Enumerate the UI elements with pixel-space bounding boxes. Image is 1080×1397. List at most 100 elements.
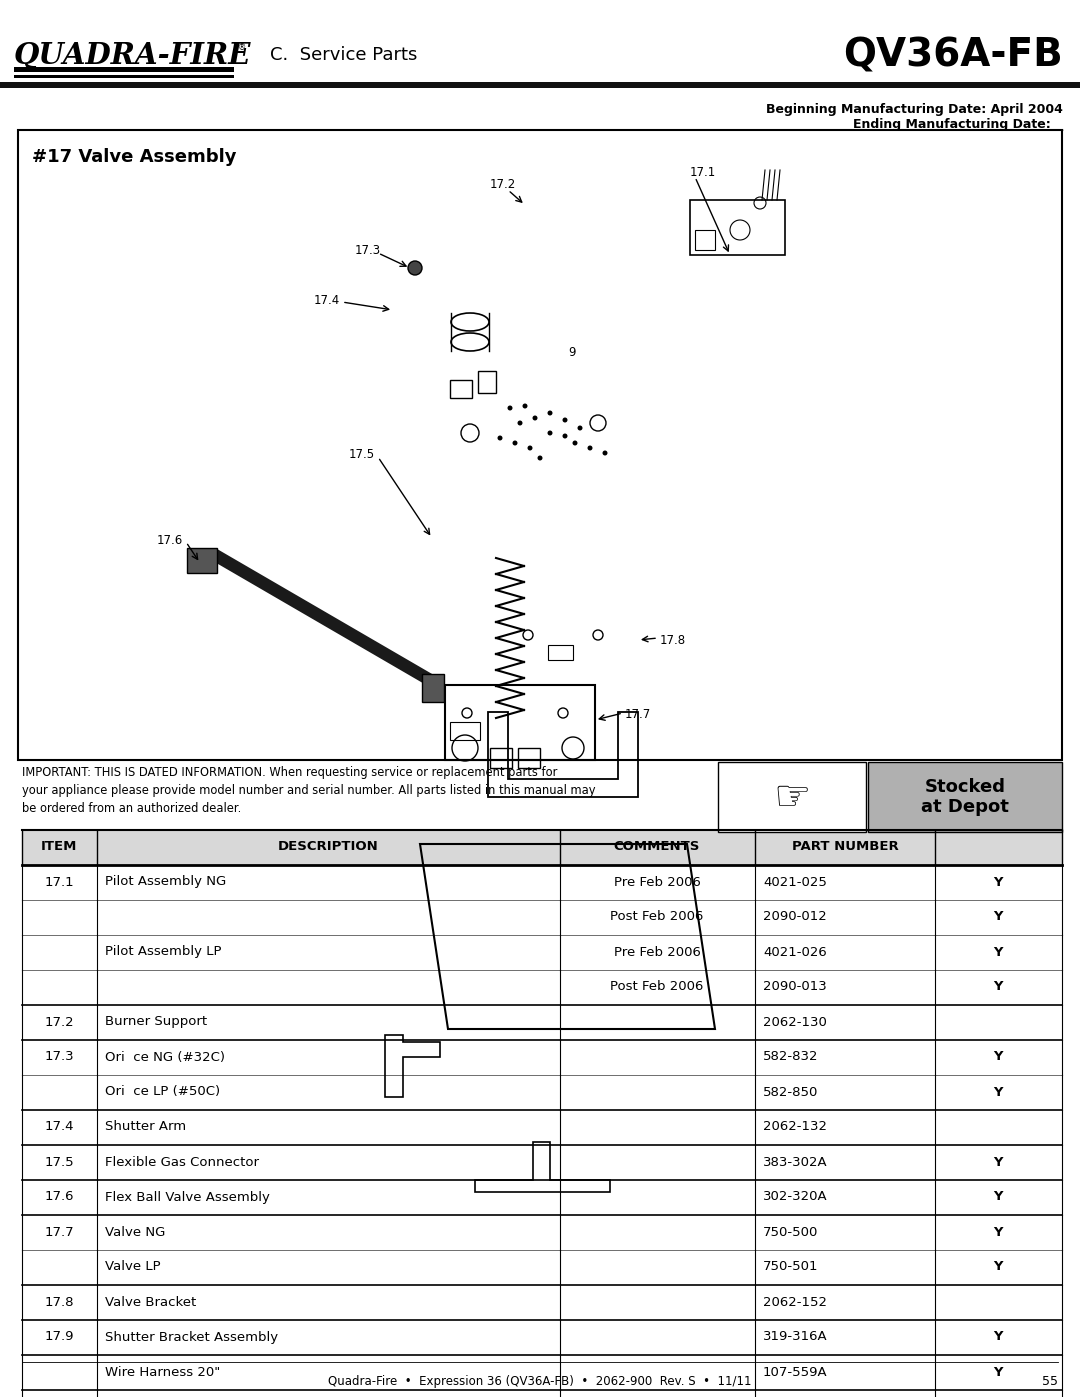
Text: 17.5: 17.5 bbox=[349, 448, 375, 461]
Text: 107-559A: 107-559A bbox=[762, 1365, 827, 1379]
Text: 4021-025: 4021-025 bbox=[762, 876, 827, 888]
Text: Pre Feb 2006: Pre Feb 2006 bbox=[613, 946, 701, 958]
Text: 17.9: 17.9 bbox=[44, 1330, 73, 1344]
Circle shape bbox=[517, 420, 523, 426]
Text: 9: 9 bbox=[568, 345, 576, 359]
Text: Y: Y bbox=[994, 1085, 1002, 1098]
Circle shape bbox=[563, 418, 567, 422]
Text: QUADRA-FIRE: QUADRA-FIRE bbox=[14, 41, 252, 70]
Circle shape bbox=[603, 450, 607, 455]
Text: Y: Y bbox=[994, 1225, 1002, 1239]
Circle shape bbox=[498, 436, 502, 440]
Bar bbox=[14, 75, 234, 78]
Circle shape bbox=[548, 430, 553, 436]
Text: 17.4: 17.4 bbox=[44, 1120, 73, 1133]
Text: 2062-130: 2062-130 bbox=[762, 1016, 827, 1028]
Bar bbox=[22, 1039, 1062, 1076]
Text: 750-500: 750-500 bbox=[762, 1225, 819, 1239]
Text: 17.3: 17.3 bbox=[44, 1051, 73, 1063]
Bar bbox=[690, 200, 785, 256]
Text: 4021-026: 4021-026 bbox=[762, 946, 827, 958]
Text: Ori  ce NG (#32C): Ori ce NG (#32C) bbox=[105, 1051, 225, 1063]
Bar bbox=[450, 722, 480, 740]
Circle shape bbox=[548, 411, 553, 415]
Text: Flexible Gas Connector: Flexible Gas Connector bbox=[105, 1155, 259, 1168]
Circle shape bbox=[563, 433, 567, 439]
Bar bbox=[22, 935, 1062, 970]
Circle shape bbox=[527, 446, 532, 450]
Bar bbox=[22, 1215, 1062, 1250]
Bar bbox=[868, 761, 1062, 833]
Bar bbox=[445, 685, 595, 760]
Bar bbox=[22, 865, 1062, 900]
Text: ☞: ☞ bbox=[773, 775, 811, 819]
Circle shape bbox=[523, 404, 527, 408]
Bar bbox=[548, 645, 573, 659]
Text: 750-501: 750-501 bbox=[762, 1260, 819, 1274]
Bar bbox=[518, 747, 540, 768]
Text: Ending Manufacturing Date:__: Ending Manufacturing Date:__ bbox=[853, 117, 1063, 131]
Text: 17.2: 17.2 bbox=[44, 1016, 73, 1028]
Text: Post Feb 2006: Post Feb 2006 bbox=[610, 911, 704, 923]
Text: Pilot Assembly NG: Pilot Assembly NG bbox=[105, 876, 226, 888]
Text: Y: Y bbox=[994, 1155, 1002, 1168]
Text: Shutter Arm: Shutter Arm bbox=[105, 1120, 186, 1133]
Text: Stocked
at Depot: Stocked at Depot bbox=[921, 778, 1009, 816]
Bar bbox=[22, 1180, 1062, 1215]
Bar bbox=[22, 1285, 1062, 1320]
Text: Wire Harness 20": Wire Harness 20" bbox=[105, 1365, 220, 1379]
Text: #17 Valve Assembly: #17 Valve Assembly bbox=[32, 148, 237, 166]
Bar bbox=[14, 67, 234, 73]
Circle shape bbox=[513, 440, 517, 446]
Text: 2090-013: 2090-013 bbox=[762, 981, 827, 993]
Text: COMMENTS: COMMENTS bbox=[613, 841, 700, 854]
Bar bbox=[22, 1355, 1062, 1390]
Text: Y: Y bbox=[994, 911, 1002, 923]
Bar bbox=[22, 970, 1062, 1004]
Bar bbox=[22, 1390, 1062, 1397]
Text: 2062-132: 2062-132 bbox=[762, 1120, 827, 1133]
Text: 582-832: 582-832 bbox=[762, 1051, 819, 1063]
Text: 17.3: 17.3 bbox=[355, 243, 381, 257]
Text: Y: Y bbox=[994, 876, 1002, 888]
Text: 17.7: 17.7 bbox=[625, 708, 651, 721]
Bar bbox=[22, 1320, 1062, 1355]
Bar bbox=[22, 1250, 1062, 1285]
Text: 2062-152: 2062-152 bbox=[762, 1295, 827, 1309]
Text: 17.8: 17.8 bbox=[44, 1295, 73, 1309]
Bar bbox=[22, 1076, 1062, 1111]
Text: 582-850: 582-850 bbox=[762, 1085, 819, 1098]
Bar bbox=[450, 380, 472, 398]
Text: Y: Y bbox=[994, 1365, 1002, 1379]
Text: Y: Y bbox=[994, 1330, 1002, 1344]
Text: Ori  ce LP (#50C): Ori ce LP (#50C) bbox=[105, 1085, 220, 1098]
Circle shape bbox=[508, 405, 513, 411]
Text: 319-316A: 319-316A bbox=[762, 1330, 827, 1344]
Text: ®: ® bbox=[238, 43, 246, 53]
Circle shape bbox=[408, 261, 422, 275]
Text: C.  Service Parts: C. Service Parts bbox=[270, 46, 417, 64]
Bar bbox=[22, 1004, 1062, 1039]
Text: PART NUMBER: PART NUMBER bbox=[792, 841, 899, 854]
Text: Pre Feb 2006: Pre Feb 2006 bbox=[613, 876, 701, 888]
Text: 17.5: 17.5 bbox=[44, 1155, 73, 1168]
Bar bbox=[22, 900, 1062, 935]
Text: 17.6: 17.6 bbox=[157, 534, 183, 546]
Text: 17.1: 17.1 bbox=[44, 876, 73, 888]
Bar bbox=[0, 82, 1080, 88]
FancyBboxPatch shape bbox=[187, 548, 217, 573]
Text: DESCRIPTION: DESCRIPTION bbox=[278, 841, 378, 854]
Text: 17.8: 17.8 bbox=[660, 633, 686, 647]
Circle shape bbox=[538, 455, 542, 461]
Text: Y: Y bbox=[994, 946, 1002, 958]
Text: 17.4: 17.4 bbox=[314, 293, 340, 306]
Text: Y: Y bbox=[994, 981, 1002, 993]
Bar bbox=[0, 0, 1080, 89]
Text: Shutter Bracket Assembly: Shutter Bracket Assembly bbox=[105, 1330, 279, 1344]
FancyBboxPatch shape bbox=[422, 673, 444, 703]
Text: Pilot Assembly LP: Pilot Assembly LP bbox=[105, 946, 221, 958]
Circle shape bbox=[532, 415, 538, 420]
Text: Flex Ball Valve Assembly: Flex Ball Valve Assembly bbox=[105, 1190, 270, 1203]
Text: 55: 55 bbox=[1042, 1375, 1058, 1389]
Text: Beginning Manufacturing Date: April 2004: Beginning Manufacturing Date: April 2004 bbox=[766, 103, 1063, 116]
